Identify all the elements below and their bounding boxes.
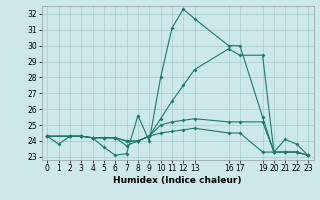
X-axis label: Humidex (Indice chaleur): Humidex (Indice chaleur) — [113, 176, 242, 185]
